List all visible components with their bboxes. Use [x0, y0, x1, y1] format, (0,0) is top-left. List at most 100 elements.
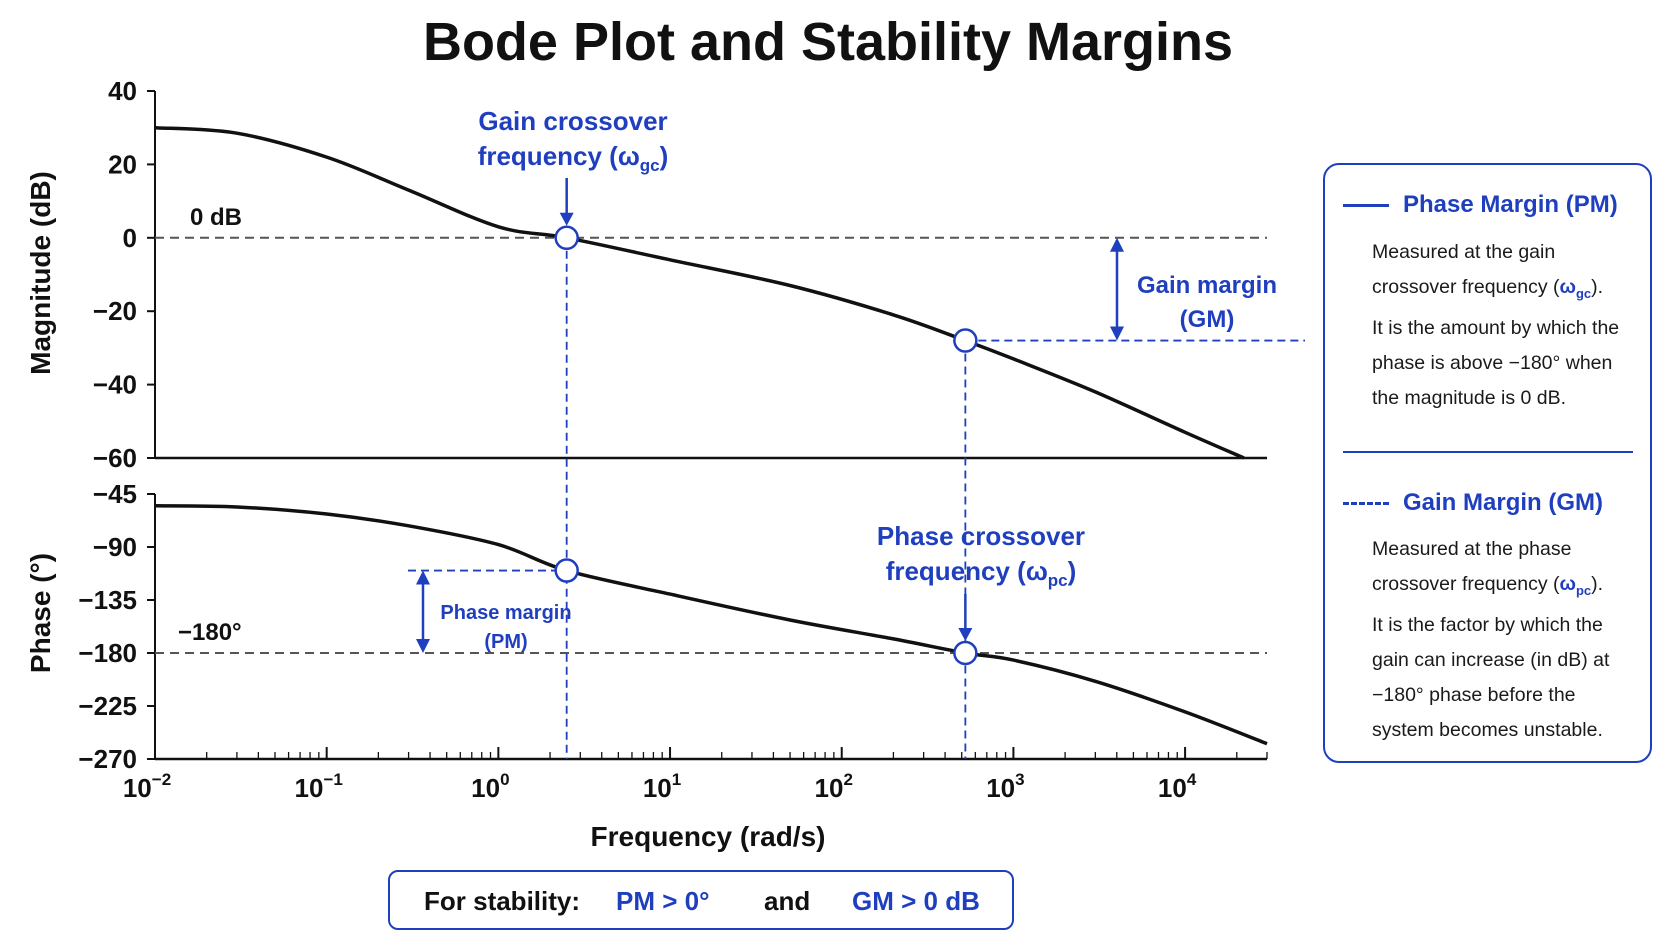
stability-pm-condition: PM > 0°	[616, 886, 710, 916]
minus-180-label: −180°	[178, 619, 242, 646]
legend-pm-line-close: ).	[1591, 276, 1604, 298]
magnitude-axis-label: Magnitude (dB)	[25, 171, 56, 375]
phase-y-tick-label: −45	[93, 479, 137, 509]
omega-subscript: pc	[1575, 582, 1592, 598]
phase-margin-label-line2: (PM)	[484, 631, 527, 653]
phase-x-tick-label: 102	[815, 770, 853, 803]
legend-gm-title: Gain Margin (GM)	[1403, 489, 1603, 516]
phase-crossover-label-line1: Phase crossover	[877, 521, 1085, 551]
legend-pm-line-text: crossover frequency (	[1372, 276, 1560, 298]
x-tick-base: 10	[123, 773, 152, 803]
phase-curve	[154, 504, 1268, 746]
x-tick-base: 10	[643, 773, 672, 803]
magnitude-y-tick-label: 40	[108, 76, 137, 106]
dashed-line-swatch	[1343, 501, 1389, 505]
phase-marker	[953, 640, 978, 666]
phase-margin-arrow-head-down	[416, 639, 430, 653]
legend-box: Phase Margin (PM) Measured at the gain c…	[1323, 163, 1652, 763]
phase-crossover-label-sub: pc	[1048, 571, 1068, 590]
crossover-guides	[408, 178, 1305, 759]
phase-y-tick-label: −135	[78, 585, 137, 615]
x-tick-exponent: 1	[672, 770, 681, 789]
phase-x-tick-label: 104	[1158, 770, 1197, 803]
omega-symbol: ω	[1559, 573, 1576, 595]
magnitude-marker	[554, 225, 579, 251]
magnitude-y-tick-label: −20	[93, 296, 137, 326]
phase-marker	[554, 558, 579, 583]
phase-x-tick-label: 103	[986, 770, 1024, 803]
omega-subscript: gc	[1575, 285, 1592, 301]
legend-gm-line: It is the factor by which the	[1372, 613, 1603, 636]
phase-crossover-arrow-head	[958, 628, 973, 641]
legend-pm-title: Phase Margin (PM)	[1403, 191, 1618, 218]
legend-gm-line-text: crossover frequency (	[1372, 573, 1560, 595]
zero-db-label: 0 dB	[190, 204, 242, 231]
gain-crossover-arrow-head	[559, 212, 574, 226]
phase-margin-arrow-head-up	[416, 570, 430, 585]
x-tick-base: 10	[986, 773, 1015, 803]
gain-crossover-label-text: frequency (ω	[478, 141, 640, 171]
gain-crossover-label-close: )	[660, 141, 669, 171]
gain-margin-label-line2: (GM)	[1180, 306, 1235, 333]
legend-pm-line: the magnitude is 0 dB.	[1372, 386, 1567, 409]
phase-margin-label-line1: Phase margin	[440, 602, 571, 624]
phase-x-tick-label: 101	[643, 770, 681, 803]
legend-pm-line: Measured at the gain	[1372, 241, 1556, 263]
gain-crossover-label-sub: gc	[640, 156, 660, 175]
phase-x-tick-label: 100	[471, 770, 509, 803]
phase-axis-label: Phase (°)	[25, 553, 56, 673]
stability-conjunction: and	[764, 886, 811, 916]
phase-y-tick-label: −90	[93, 532, 137, 562]
legend-gm-header: Gain Margin (GM)	[1343, 489, 1603, 517]
legend-gm-line: system becomes unstable.	[1372, 718, 1603, 741]
phase-x-tick-label: 10−2	[123, 770, 171, 803]
x-tick-exponent: 3	[1015, 770, 1024, 789]
magnitude-curve	[154, 125, 1245, 460]
legend-divider	[1343, 451, 1633, 453]
legend-pm-line: It is the amount by which the	[1372, 316, 1620, 339]
gain-margin-arrow-head-up	[1110, 237, 1124, 252]
magnitude-y-tick-label: −60	[93, 443, 137, 473]
magnitude-panel: 40 20 0 −20 −40 −60 0 dB	[93, 76, 1267, 473]
gain-margin-arrow-head-down	[1110, 326, 1124, 341]
frequency-axis-label: Frequency (rad/s)	[591, 821, 826, 852]
legend-gm-line: −180° phase before the	[1372, 683, 1576, 706]
phase-crossover-label-line2: frequency (ωpc)	[886, 556, 1077, 590]
x-tick-exponent: 4	[1187, 770, 1197, 789]
magnitude-y-tick-label: 20	[108, 149, 137, 179]
phase-y-tick-label: −180	[78, 638, 137, 668]
magnitude-marker	[953, 328, 978, 353]
x-tick-base: 10	[471, 773, 500, 803]
phase-crossover-label-text: frequency (ω	[886, 556, 1048, 586]
legend-gm-line: crossover frequency (ωpc).	[1372, 567, 1642, 608]
omega-symbol: ω	[1559, 276, 1576, 298]
stability-prefix: For stability:	[424, 886, 581, 916]
phase-y-tick-label: −225	[78, 691, 137, 721]
legend-pm-line: crossover frequency (ωgc).	[1372, 270, 1642, 311]
solid-line-swatch	[1343, 203, 1389, 207]
x-tick-exponent: 2	[843, 770, 852, 789]
x-tick-exponent: 0	[500, 770, 509, 789]
chart-title: Bode Plot and Stability Margins	[423, 12, 1233, 72]
legend-pm-description: Measured at the gain crossover frequency…	[1372, 235, 1642, 416]
x-tick-exponent: −2	[152, 770, 171, 789]
legend-pm-line: phase is above −180° when	[1372, 351, 1613, 374]
x-tick-base: 10	[1158, 773, 1187, 803]
legend-gm-description: Measured at the phase crossover frequenc…	[1372, 532, 1642, 748]
magnitude-y-tick-label: 0	[123, 223, 137, 253]
stability-gm-condition: GM > 0 dB	[852, 886, 980, 916]
x-tick-base: 10	[815, 773, 844, 803]
phase-crossover-label-close: )	[1068, 556, 1077, 586]
x-tick-base: 10	[295, 773, 324, 803]
legend-gm-line: Measured at the phase	[1372, 538, 1572, 560]
gain-crossover-label-line2: frequency (ωgc)	[478, 141, 669, 175]
gain-margin-label-line1: Gain margin	[1137, 272, 1277, 299]
x-tick-exponent: −1	[323, 770, 342, 789]
legend-gm-line: gain can increase (in dB) at	[1372, 648, 1610, 671]
phase-x-tick-label: 10−1	[295, 770, 343, 803]
gain-crossover-label-line1: Gain crossover	[478, 106, 667, 136]
phase-y-tick-label: −270	[78, 744, 137, 774]
stability-criterion-box: For stability: PM > 0° and GM > 0 dB	[388, 870, 1014, 930]
